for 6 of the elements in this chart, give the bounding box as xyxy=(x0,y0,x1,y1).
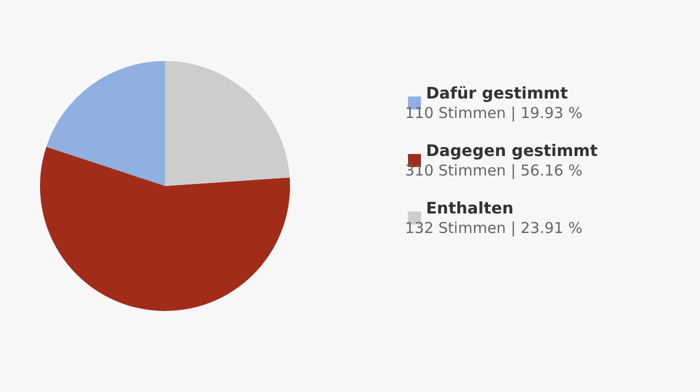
legend-label: Dagegen gestimmt xyxy=(426,141,598,160)
data-label: 110 Stimmen | 19.93 % xyxy=(405,104,582,122)
legend-label: Dafür gestimmt xyxy=(426,84,568,102)
data-label: 310 Stimmen | 56.16 % xyxy=(405,162,582,180)
legend-label: Enthalten xyxy=(426,198,514,218)
data-label: 132 Stimmen | 23.91 % xyxy=(405,219,582,237)
